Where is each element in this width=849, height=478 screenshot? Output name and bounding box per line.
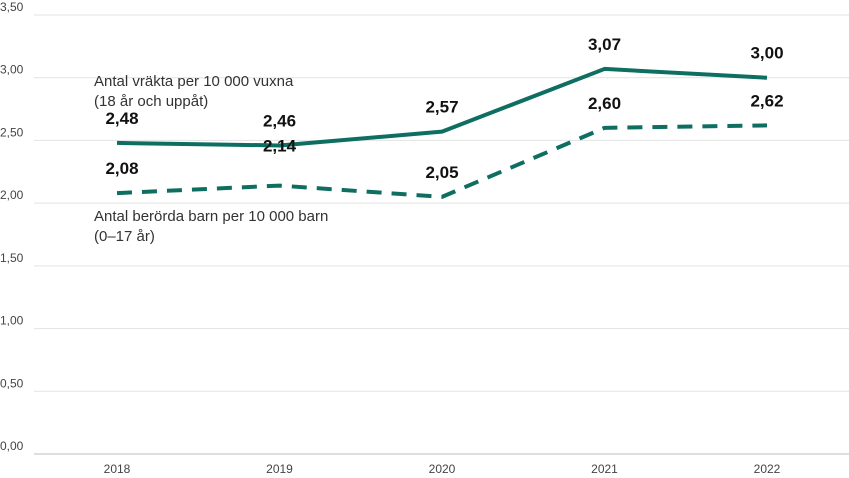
data-label: 2,57 <box>425 98 458 117</box>
data-label: 2,60 <box>588 94 621 113</box>
x-tick-label: 2021 <box>591 462 618 476</box>
series-label: Antal berörda barn per 10 000 barn <box>94 208 328 225</box>
data-label: 2,08 <box>105 159 138 178</box>
data-label: 2,14 <box>263 137 297 156</box>
series-line-adults <box>116 66 768 148</box>
series-lines <box>116 66 768 199</box>
series-line-children <box>116 123 768 199</box>
data-label: 2,62 <box>750 91 783 110</box>
x-axis-ticks: 2018 2019 2020 2021 2022 <box>104 462 781 476</box>
x-tick-label: 2020 <box>429 462 456 476</box>
y-tick-label: 1,00 <box>0 314 24 328</box>
data-label: 2,46 <box>263 111 296 130</box>
series-label: (18 år och uppåt) <box>94 93 208 110</box>
y-tick-label: 3,00 <box>0 63 24 77</box>
y-axis-ticks: 0,00 0,50 1,00 1,50 2,00 2,50 3,00 3,50 <box>0 0 24 453</box>
y-tick-label: 3,50 <box>0 0 24 14</box>
x-tick-label: 2018 <box>104 462 131 476</box>
y-tick-label: 1,50 <box>0 251 24 265</box>
data-label: 3,00 <box>750 44 783 63</box>
series-label: Antal vräkta per 10 000 vuxna <box>94 73 294 90</box>
series-label: (0–17 år) <box>94 228 155 245</box>
y-tick-label: 2,00 <box>0 188 24 202</box>
data-labels: 2,48 2,46 2,57 3,07 3,00 2,08 2,14 2,05 2,60 2,62 <box>105 35 783 182</box>
data-label: 2,48 <box>105 109 138 128</box>
data-label: 3,07 <box>588 35 621 54</box>
y-tick-label: 0,00 <box>0 439 24 453</box>
gridlines <box>34 14 849 455</box>
x-tick-label: 2022 <box>754 462 781 476</box>
x-tick-label: 2019 <box>266 462 293 476</box>
series-labels: Antal vräkta per 10 000 vuxna (18 år och … <box>94 73 328 245</box>
y-tick-label: 2,50 <box>0 125 24 139</box>
y-tick-label: 0,50 <box>0 376 24 390</box>
data-label: 2,05 <box>425 163 458 182</box>
